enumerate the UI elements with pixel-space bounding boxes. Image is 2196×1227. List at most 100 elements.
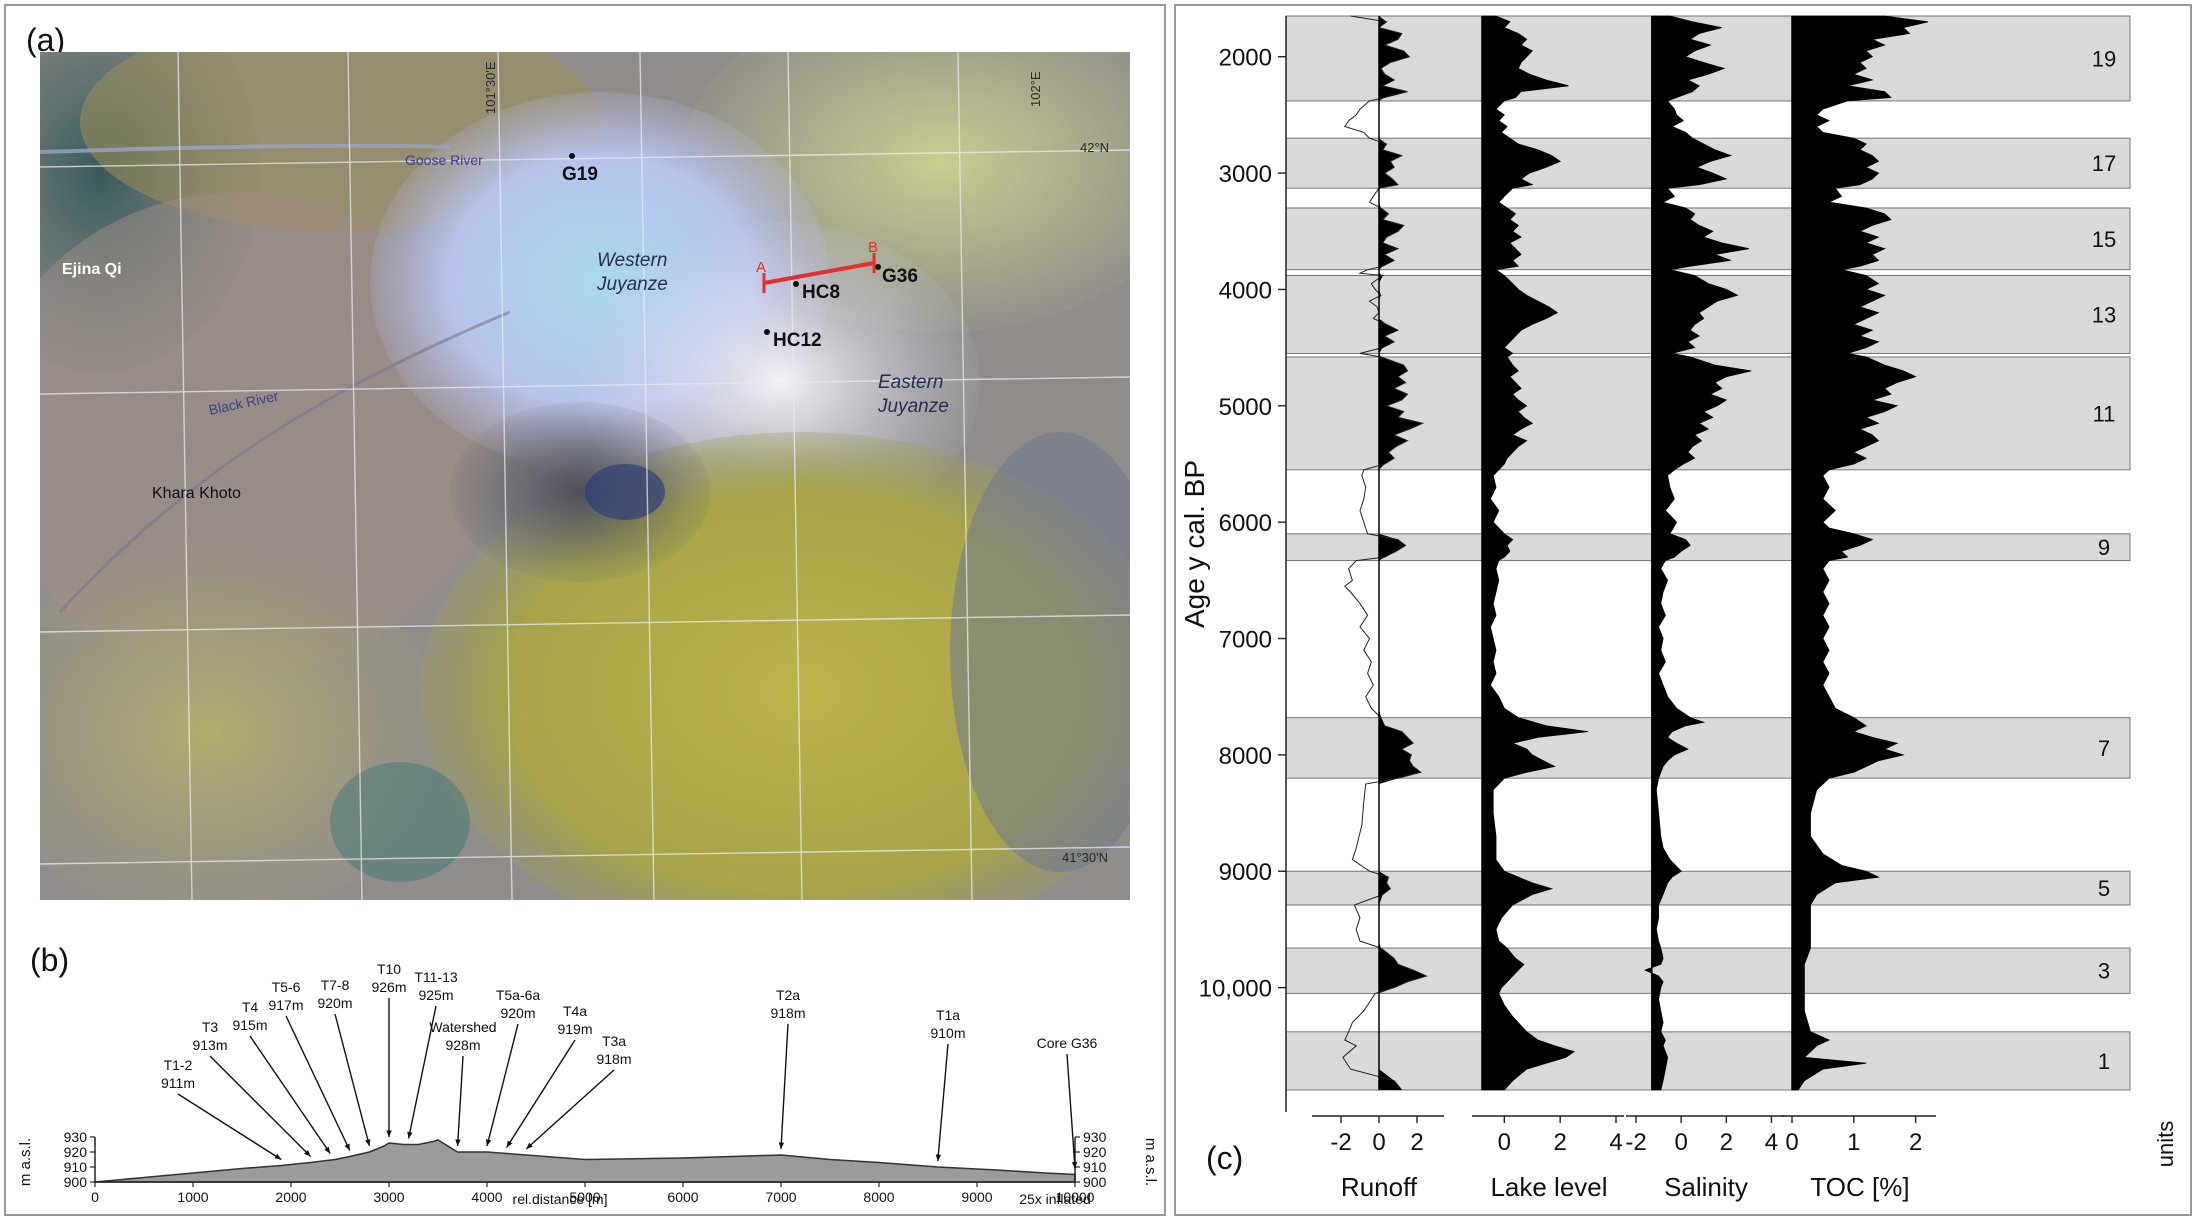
place-khara-khoto: Khara Khoto xyxy=(152,485,241,502)
profile-y-tick-label-right: 920 xyxy=(1083,1144,1107,1160)
terrace-arrowhead xyxy=(386,1130,392,1137)
place-eastern-juyanze-1: Eastern xyxy=(878,372,943,393)
terrace-elevation: 925m xyxy=(418,987,453,1003)
series-line xyxy=(1342,15,1428,1091)
profile-end-a: A xyxy=(756,259,766,276)
series-x-tick-label: 2 xyxy=(1720,1129,1733,1156)
terrace-pointer xyxy=(506,1039,576,1148)
series-x-tick-label: 4 xyxy=(1609,1129,1622,1156)
site-g36-marker xyxy=(875,264,881,270)
terrace-arrowhead xyxy=(526,1142,533,1149)
terrace-name: T10 xyxy=(377,961,401,977)
terrace-pointer xyxy=(1066,1053,1076,1169)
series-name: Runoff xyxy=(1341,1172,1418,1202)
profile-y-tick-label-left: 900 xyxy=(64,1174,88,1190)
profile-x-tick-label: 2000 xyxy=(275,1189,306,1205)
series-x-tick-label: 0 xyxy=(1372,1129,1385,1156)
profile-x-tick-label: 5000 xyxy=(569,1189,600,1205)
site-hc12: HC12 xyxy=(773,330,822,351)
series-area xyxy=(1791,15,1929,1091)
profile-x-tick-label: 8000 xyxy=(863,1189,894,1205)
terrace-arrowhead xyxy=(324,1146,331,1154)
site-hc8: HC8 xyxy=(802,282,840,303)
unit-label-1: 1 xyxy=(2098,1049,2110,1074)
terrace-pointer xyxy=(177,1093,282,1161)
terrace-arrowhead xyxy=(485,1139,492,1146)
profile-y-tick-label-left: 930 xyxy=(64,1129,88,1145)
panel-c-frame xyxy=(1174,4,2192,1216)
profile-line-a-b xyxy=(763,261,875,285)
chart-y-tick-label: 10,000 xyxy=(1199,976,1272,1003)
series-1 xyxy=(1481,15,1589,1091)
terrace-elevation: 913m xyxy=(192,1037,227,1053)
profile-y-tick-label-right: 930 xyxy=(1083,1129,1107,1145)
unit-label-15: 15 xyxy=(2092,227,2116,252)
terrace-name: T4a xyxy=(563,1003,587,1019)
terrace-name: T2a xyxy=(776,987,800,1003)
terrace-pointer xyxy=(407,1005,437,1139)
terrace-name: T3 xyxy=(202,1019,219,1035)
profile-x-tick-label: 9000 xyxy=(961,1189,992,1205)
unit-label-3: 3 xyxy=(2098,959,2110,984)
chart-y-tick-label: 9000 xyxy=(1219,859,1272,886)
terrace-elevation: 915m xyxy=(232,1017,267,1033)
unit-band-9 xyxy=(1285,533,2131,562)
terrace-name: T1a xyxy=(936,1007,960,1023)
terrace-pointer xyxy=(249,1035,331,1154)
series-name: TOC [%] xyxy=(1810,1172,1909,1202)
profile-x-tick-label: 0 xyxy=(91,1189,99,1205)
profile-y-tick-label-left: 910 xyxy=(64,1159,88,1175)
profile-x-title: rel.distance [m] xyxy=(513,1191,608,1207)
site-g19-marker xyxy=(569,153,575,159)
place-ejina-qi: Ejina Qi xyxy=(62,261,122,278)
terrace-pointer xyxy=(456,1055,464,1147)
series-name: Salinity xyxy=(1664,1172,1748,1202)
series-x-tick-label: -2 xyxy=(1330,1129,1351,1156)
terrace-arrowhead xyxy=(1071,1161,1078,1169)
terrace-name: T5a-6a xyxy=(496,987,541,1003)
site-g36: G36 xyxy=(882,266,918,287)
chart-y-tick-label: 2000 xyxy=(1219,45,1272,72)
series-area xyxy=(1481,15,1589,1091)
profile-terrain xyxy=(94,1139,1076,1183)
terrace-name: T7-8 xyxy=(321,977,350,993)
series-area xyxy=(1643,15,1752,1091)
profile-x-tick-label: 7000 xyxy=(765,1189,796,1205)
terrace-arrowhead xyxy=(304,1150,311,1157)
chart-y-title: Age y cal. BP xyxy=(1179,460,1210,628)
series-x-tick-label: -2 xyxy=(1625,1129,1646,1156)
place-western-juyanze-1: Western xyxy=(597,250,667,271)
terrace-arrowhead xyxy=(935,1154,942,1161)
terrace-arrowhead xyxy=(344,1143,350,1151)
site-hc12-marker xyxy=(764,329,770,335)
chart-y-tick-label: 4000 xyxy=(1219,277,1272,304)
series-x-tick-label: 0 xyxy=(1785,1129,1798,1156)
terrace-arrowhead xyxy=(455,1139,461,1146)
unit-band-3 xyxy=(1285,947,2131,994)
profile-x-tick-label: 4000 xyxy=(471,1189,502,1205)
terrace-pointer xyxy=(209,1055,312,1157)
terrace-elevation: 920m xyxy=(317,995,352,1011)
terrace-elevation: 910m xyxy=(930,1025,965,1041)
terrace-elevation: 911m xyxy=(161,1075,195,1091)
terrace-name: Core G36 xyxy=(1037,1035,1098,1051)
terrace-name: T5-6 xyxy=(272,979,301,995)
place-western-juyanze-2: Juyanze xyxy=(596,274,668,295)
grid-label-41-30n: 41°30'N xyxy=(1062,850,1108,865)
grid-label-101-30e: 101°30'E xyxy=(483,61,498,114)
terrace-pointer xyxy=(937,1043,949,1162)
unit-label-19: 19 xyxy=(2092,46,2116,71)
terrace-elevation: 926m xyxy=(371,979,406,995)
unit-band-7 xyxy=(1285,717,2131,779)
terrace-pointer xyxy=(334,1013,371,1147)
profile-y-tick-label-right: 900 xyxy=(1083,1174,1107,1190)
terrace-name: Watershed xyxy=(429,1019,496,1035)
site-g19: G19 xyxy=(562,164,598,185)
profile-x-tick-label: 6000 xyxy=(667,1189,698,1205)
terrace-elevation: 920m xyxy=(500,1005,535,1021)
terrace-name: T4 xyxy=(242,999,259,1015)
terrace-elevation: 928m xyxy=(445,1037,480,1053)
panel-c-label: (c) xyxy=(1206,1140,1244,1176)
